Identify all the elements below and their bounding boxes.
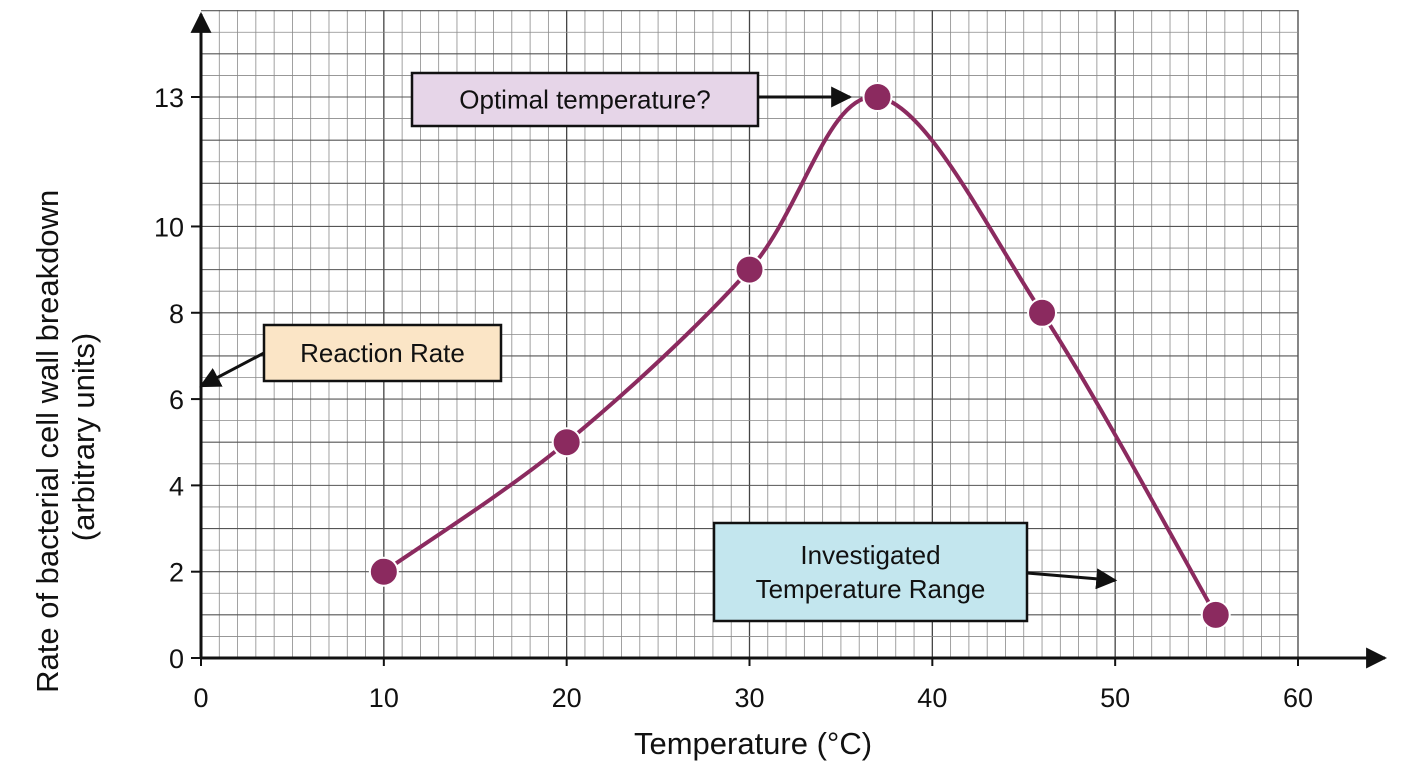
x-tick-label: 10 — [369, 683, 399, 713]
series — [368, 82, 1231, 630]
annotation-text: Temperature Range — [756, 574, 986, 604]
x-tick-label: 60 — [1283, 683, 1313, 713]
y-tick-label: 0 — [169, 644, 184, 674]
y-tick-label: 13 — [154, 83, 184, 113]
x-tick-label: 20 — [552, 683, 582, 713]
data-point — [734, 254, 765, 285]
data-point — [862, 82, 893, 112]
y-tick-label: 4 — [169, 471, 184, 501]
y-axis-title-line-1: Rate of bacterial cell wall breakdown — [30, 190, 65, 693]
annotation-text: Reaction Rate — [300, 338, 465, 368]
data-point — [551, 427, 582, 458]
annotation-text: Optimal temperature? — [459, 85, 710, 115]
x-axis-title: Temperature (°C) — [634, 726, 872, 761]
annotation-optimal: Optimal temperature? — [410, 71, 853, 128]
y-tick-label: 2 — [169, 558, 184, 588]
annotation-arrow — [1026, 568, 1118, 590]
annotation-reaction-rate: Reaction Rate — [199, 323, 503, 388]
ticks: 0 10 20 30 40 50 60 0 2 4 6 8 10 13 — [154, 83, 1313, 713]
annotation-box — [262, 323, 503, 383]
annotation-box — [410, 71, 760, 128]
y-tick-label: 8 — [169, 299, 184, 329]
x-tick-label: 30 — [734, 683, 764, 713]
data-point — [1027, 297, 1058, 328]
data-point — [368, 556, 399, 587]
annotation-text: Investigated — [800, 540, 940, 570]
annotation-range: Investigated Temperature Range — [712, 521, 1118, 623]
annotation-box — [712, 521, 1029, 623]
y-axis-title: Rate of bacterial cell wall breakdown (a… — [30, 181, 101, 693]
data-point — [1200, 599, 1231, 630]
x-tick-label: 50 — [1100, 683, 1130, 713]
x-tick-label: 0 — [193, 683, 208, 713]
y-tick-label: 10 — [154, 212, 184, 242]
annotation-arrow — [199, 351, 265, 388]
y-axis-title-line-2: (arbitrary units) — [66, 333, 101, 541]
axes — [190, 11, 1388, 669]
x-tick-label: 40 — [917, 683, 947, 713]
y-tick-label: 6 — [169, 385, 184, 415]
annotations: Optimal temperature? Reaction Rate Investi… — [199, 71, 1118, 623]
